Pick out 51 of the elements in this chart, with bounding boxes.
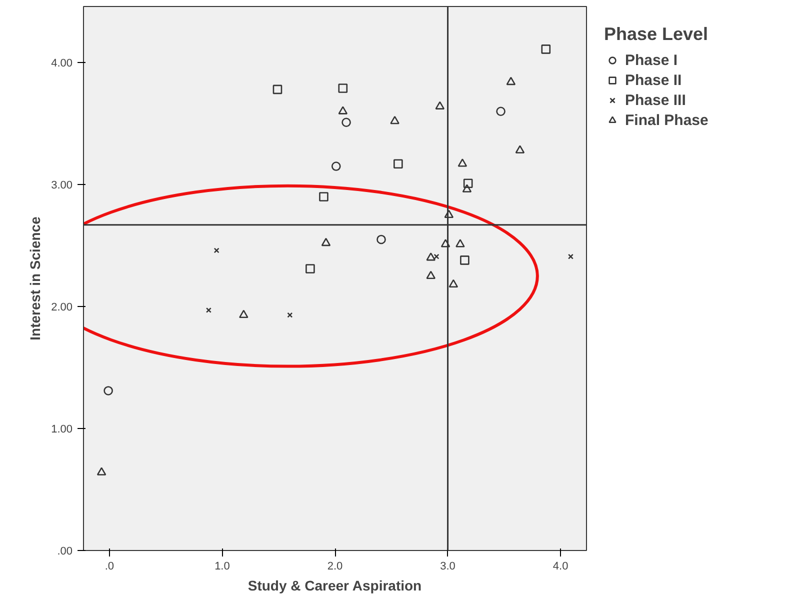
point bbox=[448, 279, 458, 288]
x-tick-label: 3.0 bbox=[440, 560, 456, 572]
y-tick-label: 4.00 bbox=[51, 58, 73, 70]
point bbox=[435, 101, 445, 110]
point bbox=[515, 145, 525, 154]
y-tick-label: 1.00 bbox=[51, 424, 73, 436]
legend-label: Phase III bbox=[625, 91, 686, 109]
point bbox=[456, 239, 465, 248]
point bbox=[568, 254, 574, 260]
point bbox=[214, 248, 220, 254]
point bbox=[342, 118, 351, 128]
point bbox=[376, 234, 386, 244]
point bbox=[319, 192, 328, 202]
point bbox=[338, 106, 348, 114]
legend-label: Phase I bbox=[625, 51, 678, 69]
legend-label: Phase II bbox=[625, 71, 682, 89]
point bbox=[541, 44, 551, 54]
point bbox=[338, 84, 348, 93]
x-tick-label: 1.0 bbox=[214, 560, 230, 572]
y-tick-label: 3.00 bbox=[51, 180, 73, 192]
y-axis-title: Interest in Science bbox=[27, 216, 44, 340]
point bbox=[287, 312, 293, 318]
point bbox=[239, 310, 248, 318]
point bbox=[440, 239, 450, 248]
point bbox=[462, 184, 472, 192]
point bbox=[496, 106, 506, 116]
point bbox=[426, 270, 436, 280]
point bbox=[206, 307, 212, 313]
x-tick-label: .0 bbox=[104, 560, 114, 572]
legend-title: Phase Level bbox=[604, 24, 708, 45]
point bbox=[390, 116, 400, 124]
point bbox=[331, 162, 341, 171]
point bbox=[506, 76, 516, 86]
y-tick-label: .00 bbox=[57, 546, 73, 558]
x-tick-label: 2.0 bbox=[327, 560, 343, 572]
y-tick-label: 2.00 bbox=[51, 302, 73, 314]
point bbox=[460, 256, 470, 265]
point bbox=[306, 264, 315, 274]
point bbox=[434, 254, 440, 260]
x-tick-label: 4.0 bbox=[552, 560, 568, 572]
point bbox=[272, 84, 282, 94]
point bbox=[104, 386, 113, 396]
point bbox=[463, 178, 473, 188]
point bbox=[458, 158, 468, 167]
point bbox=[96, 467, 106, 476]
point bbox=[426, 252, 436, 261]
x-axis-title: Study & Career Aspiration bbox=[248, 578, 422, 594]
point bbox=[321, 238, 331, 246]
point bbox=[394, 159, 403, 168]
legend-label: Final Phase bbox=[625, 111, 708, 129]
point bbox=[444, 210, 454, 218]
